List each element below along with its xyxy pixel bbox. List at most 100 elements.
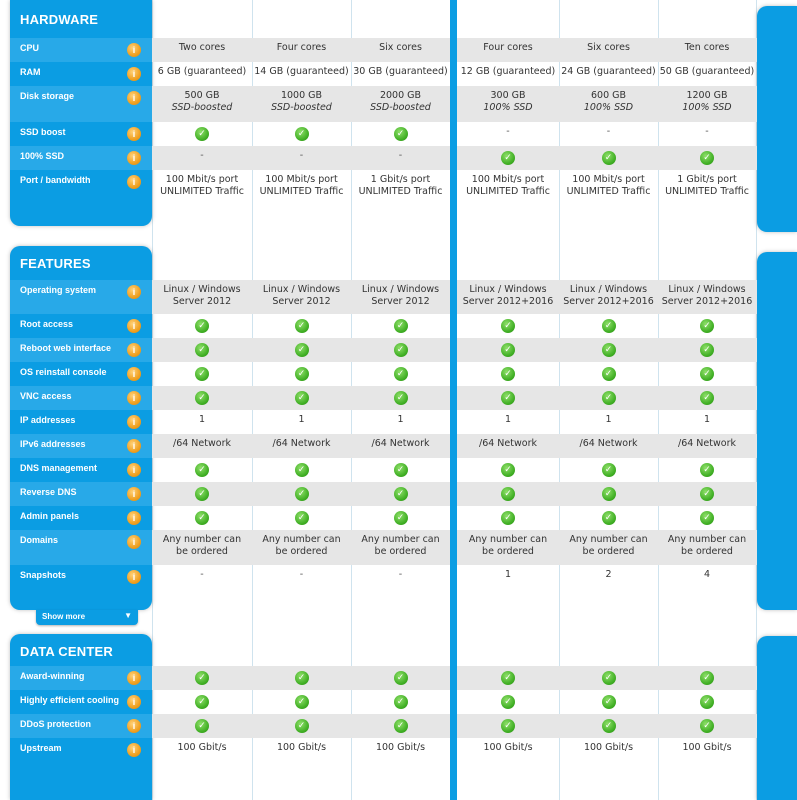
cell-text: /64 Network (173, 438, 231, 449)
table-row: Admin panels i ✓ ✓ ✓ ✓ ✓ ✓ (10, 506, 757, 530)
table-row: 100% SSD i - - - ✓ ✓ ✓ (10, 146, 757, 170)
table-cell: 100 Gbit/s (559, 738, 658, 762)
info-icon[interactable]: i (127, 743, 141, 757)
check-icon: ✓ (700, 695, 714, 709)
info-icon[interactable]: i (127, 151, 141, 165)
table-cell: - (559, 122, 658, 146)
cell-text: 600 GB (590, 90, 627, 101)
table-cell: ✓ (152, 386, 252, 410)
check-icon: ✓ (294, 671, 309, 685)
check-icon: ✓ (195, 695, 209, 709)
check-icon: ✓ (195, 671, 209, 685)
check-icon: ✓ (601, 367, 616, 381)
check-icon: ✓ (195, 463, 209, 477)
table-cell: 30 GB (guaranteed) (351, 62, 450, 86)
check-icon: ✓ (195, 719, 209, 733)
info-icon[interactable]: i (127, 511, 141, 525)
table-row: Operating system i Linux / Windows Server 2… (10, 280, 757, 314)
table-cell: ✓ (351, 666, 450, 690)
info-icon[interactable]: i (127, 719, 141, 733)
check-icon: ✓ (294, 463, 309, 477)
not-available-dash: - (299, 150, 304, 161)
row-label-text: Reboot web interface (20, 343, 112, 353)
row-label-text: DDoS protection (20, 719, 91, 729)
table-cell: Four cores (252, 38, 351, 62)
info-icon[interactable]: i (127, 570, 141, 584)
table-row: Highly efficient cooling i ✓ ✓ ✓ ✓ ✓ ✓ (10, 690, 757, 714)
info-icon[interactable]: i (127, 391, 141, 405)
info-icon[interactable]: i (127, 67, 141, 81)
check-icon: ✓ (700, 487, 714, 501)
cell-text: 100 Gbit/s (177, 742, 227, 753)
check-icon: ✓ (700, 367, 714, 381)
cell-text: UNLIMITED Traffic (358, 186, 443, 197)
info-icon[interactable]: i (127, 91, 141, 105)
info-icon[interactable]: i (127, 367, 141, 381)
cell-text: /64 Network (371, 438, 430, 449)
table-cell: Ten cores (658, 38, 756, 62)
cell-text: 100 Gbit/s (583, 742, 634, 753)
cell-text: UNLIMITED Traffic (665, 186, 749, 197)
check-icon: ✓ (393, 463, 408, 477)
cell-text: UNLIMITED Traffic (160, 186, 244, 197)
info-icon[interactable]: i (127, 439, 141, 453)
info-icon[interactable]: i (127, 319, 141, 333)
row-label-ddos-protection: DDoS protection i (10, 714, 152, 738)
check-icon: ✓ (601, 391, 616, 405)
table-cell: /64 Network (252, 434, 351, 458)
check-icon: ✓ (700, 151, 714, 165)
info-icon[interactable]: i (127, 535, 141, 549)
check-icon: ✓ (294, 695, 309, 709)
cell-text: Any number can (468, 534, 548, 545)
check-icon: ✓ (393, 487, 408, 501)
cell-text: be ordered (176, 546, 228, 557)
table-cell: 1 (559, 410, 658, 434)
check-icon: ✓ (501, 487, 515, 501)
info-icon[interactable]: i (127, 43, 141, 57)
info-icon[interactable]: i (127, 285, 141, 299)
row-label-text: VNC access (20, 391, 72, 401)
info-icon[interactable]: i (127, 463, 141, 477)
table-cell: ✓ (457, 714, 559, 738)
check-icon: ✓ (601, 719, 616, 733)
cell-text: Linux / Windows (668, 284, 746, 295)
table-cell: ✓ (457, 482, 559, 506)
check-icon: ✓ (393, 719, 408, 733)
table-cell: - (351, 565, 450, 603)
cell-text: Six cores (587, 42, 630, 53)
table-cell: 1 (658, 410, 756, 434)
table-cell: ✓ (658, 690, 756, 714)
cell-text: Server 2012+2016 (462, 296, 554, 307)
check-icon: ✓ (501, 671, 515, 685)
table-cell: ✓ (351, 482, 450, 506)
table-cell: ✓ (457, 146, 559, 170)
row-label-text: OS reinstall console (20, 367, 107, 377)
info-icon[interactable]: i (127, 343, 141, 357)
table-row: DDoS protection i ✓ ✓ ✓ ✓ ✓ ✓ (10, 714, 757, 738)
check-icon: ✓ (700, 319, 714, 333)
table-cell: ✓ (658, 458, 756, 482)
cell-text: Any number can (162, 534, 242, 545)
cell-text: 2 (605, 569, 612, 580)
info-icon[interactable]: i (127, 695, 141, 709)
cell-text: 2000 GB (379, 90, 422, 101)
cell-text: 1000 GB (280, 90, 323, 101)
info-icon[interactable]: i (127, 127, 141, 141)
cell-text: SSD-boosted (271, 102, 332, 113)
info-icon[interactable]: i (127, 671, 141, 685)
row-label-snapshots: Snapshots i (10, 565, 152, 603)
info-icon[interactable]: i (127, 175, 141, 189)
table-cell: 6 GB (guaranteed) (152, 62, 252, 86)
info-icon[interactable]: i (127, 487, 141, 501)
check-icon: ✓ (294, 719, 309, 733)
cell-text: Four cores (483, 42, 533, 53)
show-more-button[interactable]: Show more ▼ (36, 610, 138, 625)
cell-text: 100 Mbit/s port (572, 174, 645, 185)
info-icon[interactable]: i (127, 415, 141, 429)
check-icon: ✓ (294, 391, 309, 405)
table-cell: ✓ (152, 122, 252, 146)
table-cell: ✓ (152, 714, 252, 738)
row-label-reboot-web-interface: Reboot web interface i (10, 338, 152, 362)
cell-text: be ordered (275, 546, 328, 557)
row-label-root-access: Root access i (10, 314, 152, 338)
